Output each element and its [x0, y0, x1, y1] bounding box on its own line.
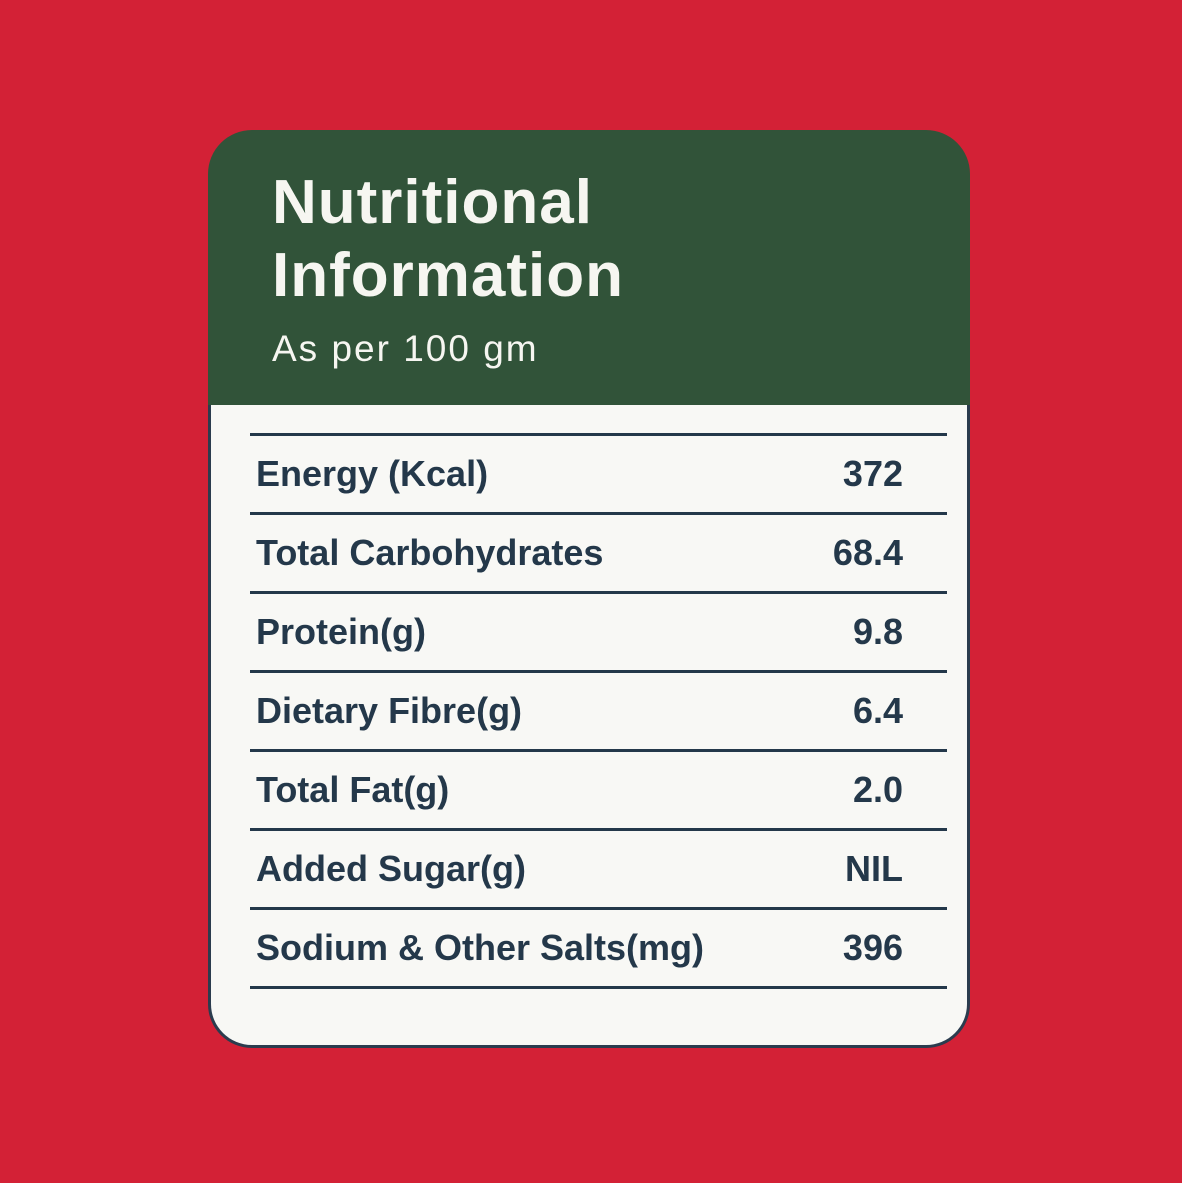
title-line-2: Information	[272, 241, 624, 310]
row-label: Added Sugar(g)	[256, 848, 526, 889]
row-value: 2.0	[852, 769, 903, 810]
table-row-sodium: Sodium & Other Salts(mg) 396	[250, 907, 947, 989]
row-value: NIL	[845, 848, 903, 889]
serving-basis-subtitle: As per 100 gm	[272, 328, 539, 369]
row-value: 396	[842, 927, 903, 968]
nutrition-table: Energy (Kcal) 372 Total Carbohydrates 68…	[250, 433, 947, 989]
table-row-total-fat: Total Fat(g) 2.0	[250, 749, 947, 828]
row-label: Total Carbohydrates	[256, 532, 604, 573]
row-label: Sodium & Other Salts(mg)	[256, 927, 705, 968]
row-value: 6.4	[852, 690, 903, 731]
table-row-protein: Protein(g) 9.8	[250, 591, 947, 670]
table-row-added-sugar: Added Sugar(g) NIL	[250, 828, 947, 907]
card-header: Nutritional Information As per 100 gm	[208, 130, 970, 405]
table-row-energy: Energy (Kcal) 372	[250, 433, 947, 512]
row-value: 9.8	[852, 611, 903, 652]
card-body: Energy (Kcal) 372 Total Carbohydrates 68…	[208, 405, 970, 1048]
title-line-1: Nutritional	[272, 168, 593, 237]
row-label: Total Fat(g)	[256, 769, 450, 810]
row-label: Protein(g)	[256, 611, 426, 652]
row-label: Energy (Kcal)	[256, 453, 489, 494]
table-row-dietary-fibre: Dietary Fibre(g) 6.4	[250, 670, 947, 749]
table-row-carbohydrates: Total Carbohydrates 68.4	[250, 512, 947, 591]
row-value: 68.4	[832, 532, 903, 573]
page-title: Nutritional Information	[272, 166, 930, 312]
row-value: 372	[842, 453, 903, 494]
nutrition-label-card: Nutritional Information As per 100 gm En…	[208, 130, 970, 1048]
row-label: Dietary Fibre(g)	[256, 690, 523, 731]
